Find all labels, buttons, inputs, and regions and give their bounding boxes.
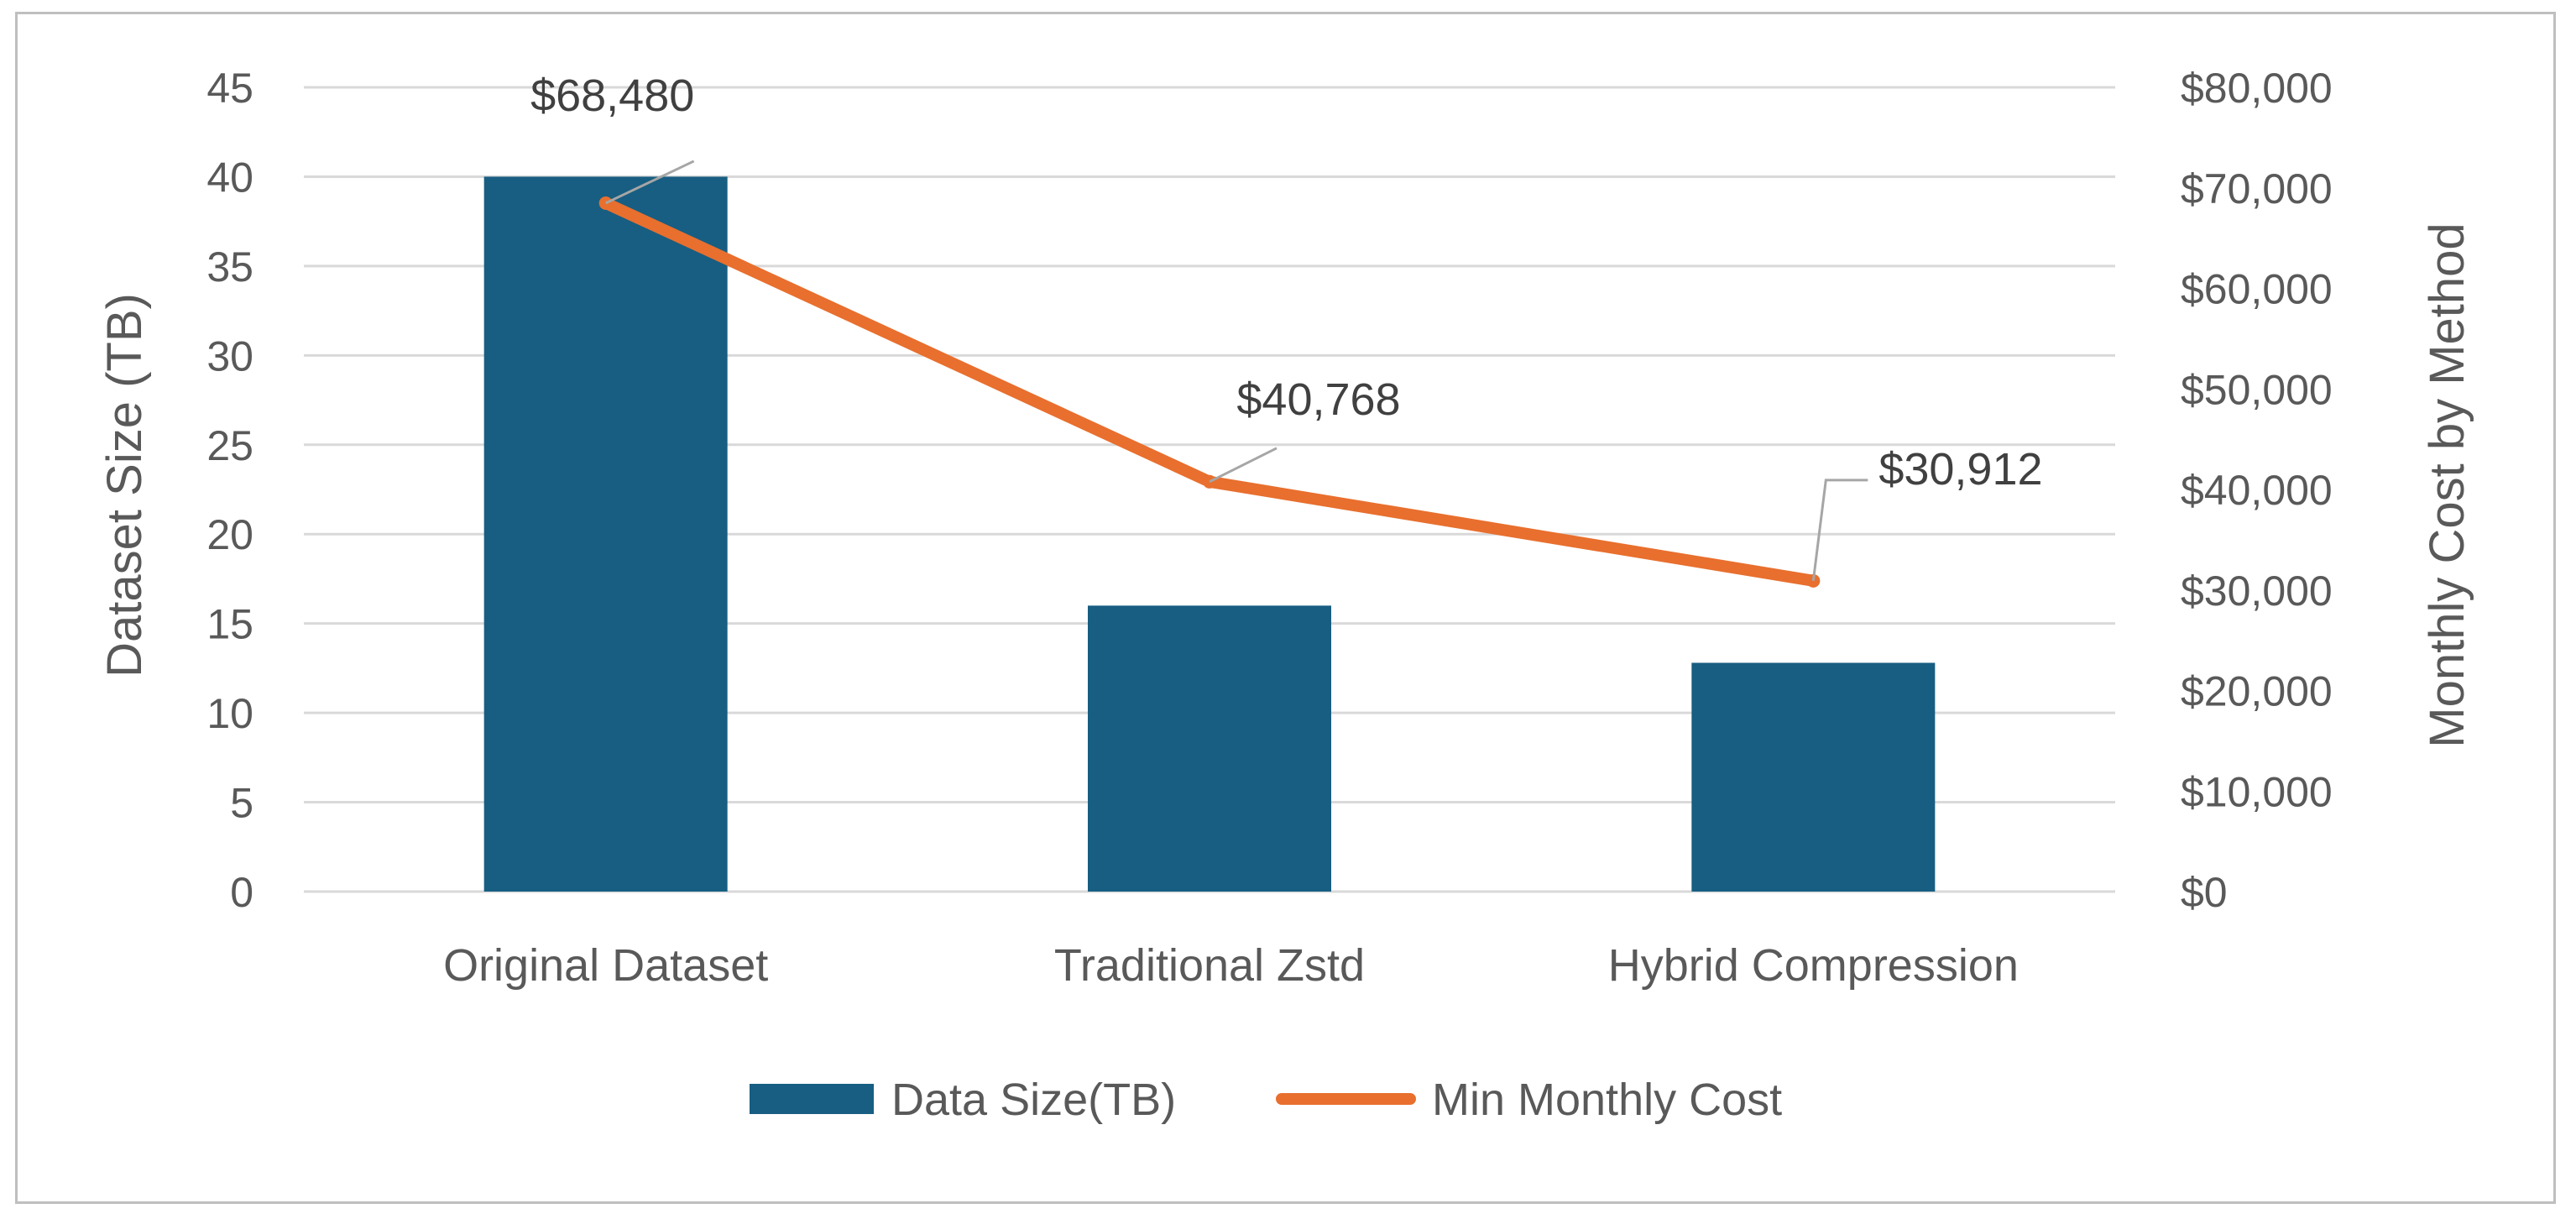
data-label: $68,480 [530,71,694,121]
y2-tick-label: $30,000 [2181,568,2333,615]
y-tick-label: 35 [206,243,253,290]
bar [483,176,728,892]
right-axis-ticks: $0 $10,000 $20,000 $30,000 $40,000 $50,000 $60… [2181,65,2333,916]
legend-bar-label: Data Size(TB) [891,1075,1176,1125]
y2-tick-label: $50,000 [2181,366,2333,413]
y-axis-title: Dataset Size (TB) [97,293,152,678]
y-tick-label: 40 [206,154,253,201]
category-labels: Original Dataset Traditional Zstd Hybrid C… [443,940,2019,991]
category-label: Hybrid Compression [1608,940,2019,991]
data-label: $30,912 [1878,444,2042,494]
y2-tick-label: $60,000 [2181,266,2333,313]
y2-axis-title: Monthly Cost by Method [2420,222,2474,747]
y2-tick-label: $70,000 [2181,165,2333,212]
legend[interactable]: Data Size(TB) Min Monthly Cost [750,1075,1782,1125]
category-label: Traditional Zstd [1054,940,1365,991]
y-tick-label: 15 [206,601,253,648]
bar-series [483,176,1936,892]
bar [1691,662,1936,892]
data-labels: $68,480 $40,768 $30,912 [530,71,2043,582]
leader-line [1811,479,1868,582]
y-tick-label: 45 [206,65,253,112]
leader-line [605,160,695,205]
cost-line [599,196,1820,587]
y2-tick-label: $20,000 [2181,668,2333,715]
y2-tick-label: $0 [2181,869,2228,916]
y2-tick-label: $10,000 [2181,768,2333,815]
line-series [598,196,1821,588]
y2-tick-label: $40,000 [2181,467,2333,514]
legend-line-label: Min Monthly Cost [1432,1075,1782,1125]
y-tick-label: 5 [230,780,253,827]
y-tick-label: 20 [206,511,253,558]
y-tick-label: 10 [206,690,253,737]
data-label: $40,768 [1236,374,1400,425]
category-label: Original Dataset [443,940,768,991]
y-tick-label: 30 [206,332,253,379]
bar [1088,605,1331,892]
y2-tick-label: $80,000 [2181,65,2333,112]
legend-bar-swatch [750,1084,874,1114]
y-tick-label: 0 [230,869,253,916]
left-axis-ticks: 0 5 10 15 20 25 30 35 40 45 [206,65,253,916]
leader-line [1209,447,1278,484]
y-tick-label: 25 [206,422,253,469]
